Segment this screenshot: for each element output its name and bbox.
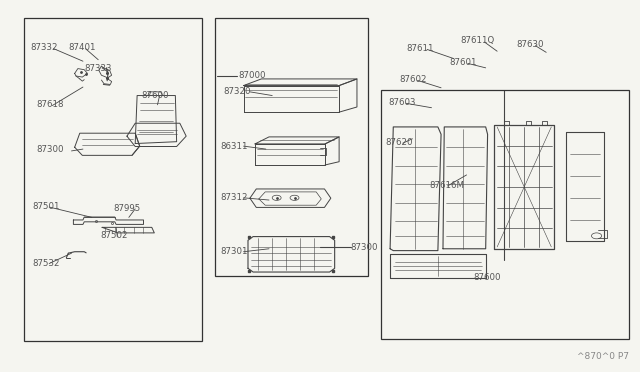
Text: 87300: 87300 — [36, 145, 64, 154]
Text: 87620: 87620 — [386, 138, 413, 147]
Text: 87611Q: 87611Q — [460, 36, 495, 45]
Text: 87501: 87501 — [32, 202, 60, 211]
Text: 87332: 87332 — [30, 43, 58, 52]
Text: 87600: 87600 — [141, 91, 169, 100]
Text: 87611: 87611 — [406, 44, 433, 53]
Bar — [215, 18, 368, 276]
Text: 86311: 86311 — [221, 142, 248, 151]
Text: 87616M: 87616M — [429, 182, 465, 190]
Text: 87502: 87502 — [100, 231, 127, 240]
Bar — [381, 90, 629, 339]
Text: 87630: 87630 — [516, 41, 544, 49]
Text: 87301: 87301 — [221, 247, 248, 256]
Text: ^870^0 P7: ^870^0 P7 — [577, 352, 629, 361]
Text: 87618: 87618 — [36, 100, 64, 109]
Text: 87333: 87333 — [84, 64, 112, 73]
Text: 87320: 87320 — [223, 87, 251, 96]
Text: 87401: 87401 — [68, 43, 96, 52]
Text: 87000: 87000 — [239, 71, 266, 80]
Text: 87601: 87601 — [449, 58, 477, 67]
Bar — [24, 18, 202, 341]
Text: 87532: 87532 — [32, 259, 60, 268]
Text: 87603: 87603 — [389, 98, 417, 107]
Text: 87602: 87602 — [399, 75, 427, 84]
Text: 87995: 87995 — [113, 203, 140, 213]
Text: 87300: 87300 — [351, 243, 378, 252]
Text: 87600: 87600 — [473, 273, 500, 282]
Text: 87312: 87312 — [221, 193, 248, 202]
